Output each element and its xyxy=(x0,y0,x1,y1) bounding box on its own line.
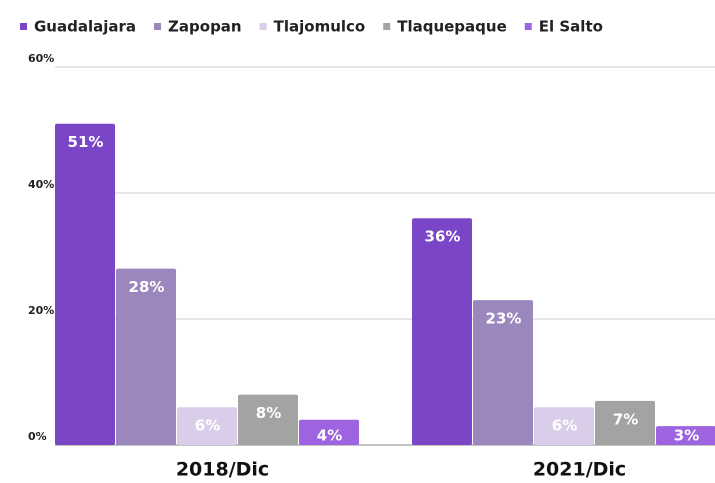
bar xyxy=(412,218,472,445)
x-tick-label: 2018/Dic xyxy=(176,459,269,481)
legend-label: El Salto xyxy=(539,18,603,36)
value-label: 36% xyxy=(425,228,461,246)
value-label: 6% xyxy=(195,417,220,435)
bar xyxy=(656,426,715,445)
value-label: 7% xyxy=(613,410,638,428)
bar xyxy=(595,400,655,445)
value-label: 6% xyxy=(552,417,577,435)
legend-marker xyxy=(20,23,27,30)
legend-label: Guadalajara xyxy=(34,18,136,36)
legend-marker xyxy=(383,23,391,30)
legend-marker xyxy=(154,23,162,30)
legend-label: Zapopan xyxy=(168,18,242,36)
value-label: 3% xyxy=(674,427,699,445)
y-tick-label: 0% xyxy=(28,430,47,443)
y-tick-label: 40% xyxy=(28,178,54,191)
y-tick-label: 20% xyxy=(28,304,54,317)
legend-label: Tlaquepaque xyxy=(397,18,507,36)
legend-marker xyxy=(524,23,532,30)
bar xyxy=(116,268,176,445)
value-label: 28% xyxy=(129,278,165,296)
value-label: 51% xyxy=(68,133,104,151)
value-label: 4% xyxy=(317,427,342,445)
legend-marker xyxy=(259,23,267,30)
bar xyxy=(473,300,533,445)
bar xyxy=(238,394,298,445)
x-tick-label: 2021/Dic xyxy=(533,459,626,481)
value-label: 23% xyxy=(486,310,522,328)
value-label: 8% xyxy=(256,404,281,422)
y-tick-label: 60% xyxy=(28,52,54,65)
legend-label: Tlajomulco xyxy=(274,18,366,36)
bar xyxy=(177,407,237,445)
bar xyxy=(299,419,359,445)
bar xyxy=(534,407,594,445)
bar xyxy=(55,123,115,445)
